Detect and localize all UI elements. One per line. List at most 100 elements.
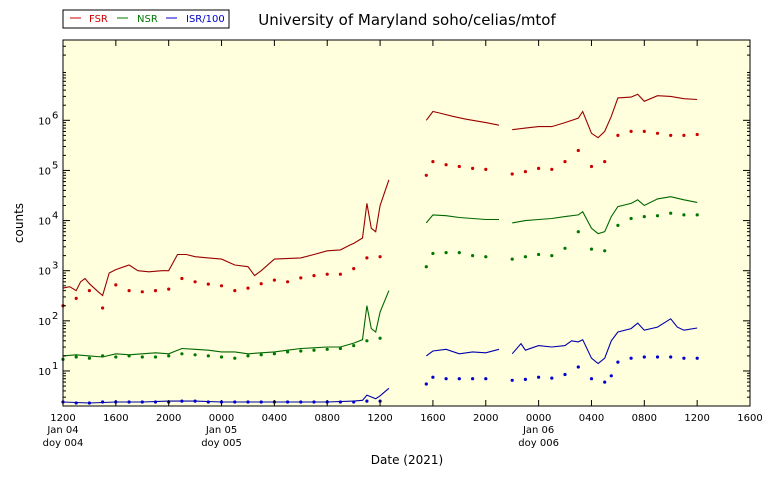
nsr-data-point (246, 354, 250, 358)
fsr-data-point (537, 166, 541, 170)
fsr-data-point (272, 278, 276, 282)
fsr-data-point (259, 282, 263, 286)
isr-100-data-point (352, 400, 356, 404)
fsr-data-point (246, 286, 250, 290)
legend-nsr-label: NSR (137, 14, 158, 25)
fsr-data-point (299, 276, 303, 280)
fsr-data-point (180, 276, 184, 281)
nsr-data-point (537, 252, 541, 257)
fsr-data-point (550, 167, 554, 171)
fsr-data-point (589, 164, 594, 169)
nsr-data-point (272, 352, 276, 356)
fsr-data-point (87, 289, 91, 293)
nsr-data-point (312, 348, 316, 352)
fsr-data-point (167, 287, 171, 291)
fsr-data-point (616, 133, 620, 137)
isr-100-data-point (589, 377, 594, 381)
nsr-data-point (550, 254, 554, 258)
isr-100-data-point (153, 400, 158, 404)
isr-100-data-point (550, 376, 554, 380)
fsr-data-point (153, 289, 158, 293)
legend-isr-label: ISR/100 (186, 14, 225, 25)
x-tick-label: 0000 (526, 413, 551, 424)
isr-100-data-point (431, 375, 435, 379)
nsr-data-point (655, 214, 660, 218)
nsr-data-point (180, 352, 184, 356)
fsr-data-point (484, 167, 488, 171)
fsr-data-point (523, 170, 528, 174)
x-tick-date-label: Jan 05 (205, 425, 237, 436)
fsr-data-point (669, 133, 673, 137)
nsr-data-point (299, 349, 303, 353)
fsr-data-point (325, 272, 329, 276)
x-tick-doy-label: doy 005 (201, 438, 242, 449)
fsr-data-point (233, 289, 237, 293)
fsr-data-point (682, 133, 686, 137)
x-tick-date-label: Jan 04 (46, 425, 78, 436)
fsr-data-point (563, 160, 567, 164)
x-tick-date-label: Jan 06 (522, 425, 554, 436)
x-tick-label: 0000 (209, 413, 234, 424)
isr-100-data-point (616, 360, 620, 364)
isr-100-data-point (259, 400, 263, 404)
isr-100-data-point (444, 377, 448, 381)
fsr-data-point (206, 282, 210, 286)
isr-100-data-point (299, 400, 303, 404)
nsr-data-point (576, 230, 580, 234)
y-tick-label: 10 (38, 367, 51, 378)
fsr-data-point (378, 255, 382, 259)
nsr-data-point (352, 344, 356, 348)
plot-background (63, 40, 750, 406)
isr-100-data-point (233, 400, 237, 404)
isr-100-data-point (484, 377, 488, 381)
isr-100-data-point (603, 380, 607, 384)
isr-100-data-point (510, 378, 514, 382)
fsr-data-point (431, 160, 435, 164)
nsr-data-point (444, 251, 448, 255)
isr-100-data-point (669, 355, 673, 359)
isr-100-data-point (629, 356, 633, 360)
y-tick-exponent: 4 (52, 211, 58, 222)
nsr-data-point (140, 355, 144, 359)
y-tick-exponent: 1 (52, 361, 58, 372)
nsr-data-point (338, 346, 342, 351)
isr-100-data-point (87, 401, 91, 405)
legend-fsr-label: FSR (89, 14, 108, 25)
isr-100-data-point (338, 400, 342, 404)
fsr-data-point (193, 280, 197, 284)
nsr-data-point (325, 347, 329, 351)
isr-100-data-point (101, 400, 105, 404)
nsr-data-point (603, 249, 607, 253)
fsr-data-point (655, 131, 660, 135)
legend: FSR NSR ISR/100 (62, 9, 230, 29)
fsr-data-point (219, 284, 224, 288)
isr-100-data-point (642, 355, 646, 359)
nsr-data-point (101, 354, 105, 358)
nsr-data-point (484, 255, 488, 259)
fsr-data-point (603, 160, 607, 164)
y-tick-exponent: 2 (52, 311, 58, 322)
fsr-data-point (127, 289, 131, 293)
nsr-data-point (233, 356, 237, 360)
nsr-data-point (87, 356, 91, 360)
y-tick-exponent: 5 (52, 160, 58, 171)
nsr-data-point (365, 339, 369, 343)
fsr-line-segment (425, 110, 500, 126)
y-tick-exponent: 3 (52, 261, 58, 272)
y-axis-title: counts (12, 203, 26, 243)
fsr-data-point (510, 172, 514, 176)
fsr-data-point (457, 164, 461, 169)
fsr-data-point (114, 283, 118, 287)
isr-100-data-point (127, 400, 131, 404)
nsr-data-point (457, 251, 461, 255)
isr-100-data-point (206, 400, 210, 404)
nsr-data-point (642, 215, 646, 219)
nsr-line-segment (62, 290, 390, 358)
fsr-line-segment (512, 93, 698, 139)
nsr-data-point (589, 247, 594, 251)
nsr-data-point (424, 265, 428, 269)
x-tick-label: 1600 (420, 413, 445, 424)
isr-100-data-point (312, 400, 316, 404)
x-tick-label: 1200 (367, 413, 392, 424)
